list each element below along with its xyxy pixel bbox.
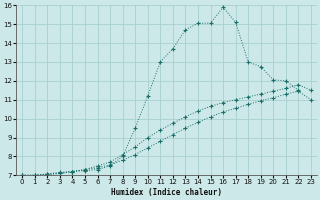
X-axis label: Humidex (Indice chaleur): Humidex (Indice chaleur) <box>111 188 222 197</box>
